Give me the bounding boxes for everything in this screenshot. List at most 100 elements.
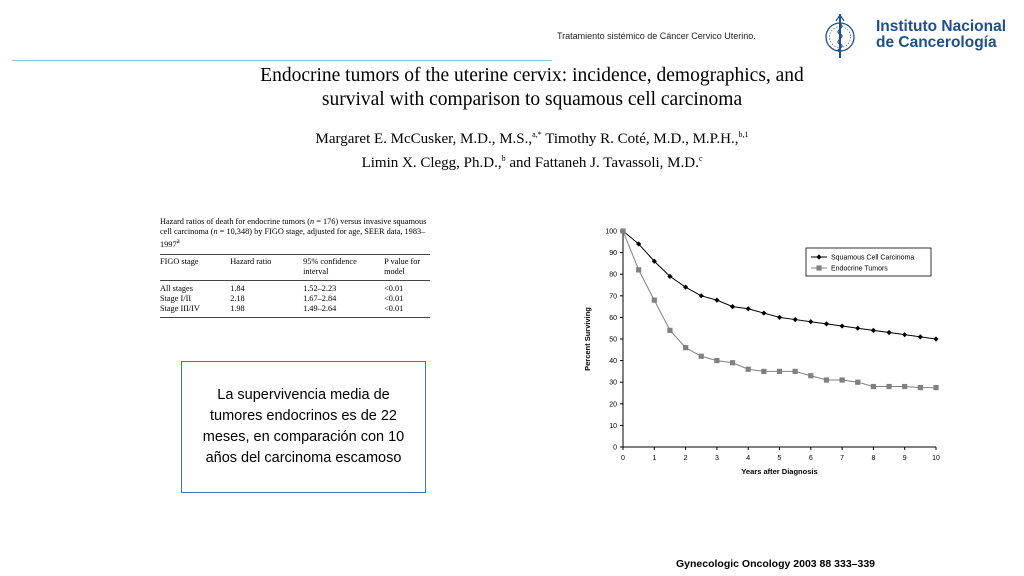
author-affiliation-mark: c: [698, 154, 703, 163]
x-tick-label: 2: [684, 455, 688, 462]
table-cell: <0.01: [384, 293, 404, 303]
y-tick-label: 30: [609, 380, 617, 387]
author-line-1: Margaret E. McCusker, M.D., M.S.,a,* Tim…: [232, 125, 832, 149]
caption-text: Hazard ratios of death for endocrine tum…: [160, 217, 310, 226]
y-tick-label: 10: [609, 423, 617, 430]
table-cell: 2.18: [230, 293, 245, 303]
paper-authors: Margaret E. McCusker, M.D., M.S.,a,* Tim…: [232, 125, 832, 173]
data-point: [683, 345, 689, 351]
data-point: [792, 316, 798, 323]
caption-text: = 176) versus invasive squamous cell car…: [160, 217, 427, 236]
table-cell: Stage III/IV: [160, 303, 231, 318]
data-point: [823, 321, 830, 327]
legend-entry: Squamous Cell Carcinoma: [831, 255, 914, 262]
data-point: [816, 265, 822, 271]
y-tick-label: 90: [609, 250, 617, 257]
survival-note-text: La supervivencia media de tumores endocr…: [202, 387, 405, 466]
data-point: [917, 385, 923, 391]
data-point: [776, 314, 783, 320]
data-point: [839, 323, 845, 329]
table-cell: Stage I/II: [160, 293, 192, 303]
data-point: [792, 368, 798, 374]
x-tick-label: 7: [840, 455, 844, 462]
table-cell: 1.98: [230, 303, 304, 318]
data-point: [808, 319, 814, 325]
data-point: [886, 329, 892, 336]
paper-title-line2: survival with comparison to squamous cel…: [321, 89, 743, 110]
author-cote: Timothy R. Coté, M.D., M.P.H.,: [541, 131, 739, 147]
data-point: [729, 304, 736, 310]
data-point: [816, 254, 822, 260]
x-tick-label: 1: [652, 455, 656, 462]
survival-note-box: La supervivencia media de tumores endocr…: [181, 361, 426, 493]
y-tick-label: 80: [609, 272, 617, 279]
chart-legend: Squamous Cell Carcinoma Endocrine Tumors: [805, 247, 932, 277]
author-mccusker: Margaret E. McCusker, M.D., M.S.,: [315, 131, 533, 147]
y-tick-label: 70: [609, 293, 617, 300]
chart-axes: 0 10 20 30 40 50 60 70 80 90 100 0 1 2 3 4 5 6 7 8 9 10 Years …: [583, 229, 940, 477]
data-point: [714, 358, 720, 364]
table-cell: <0.01: [384, 303, 430, 318]
data-point: [776, 368, 783, 374]
institution-name-line1: Instituto Nacional: [876, 18, 1007, 35]
table-row: Stage I/II 2.18 1.67–2.84 <0.01: [160, 294, 430, 304]
legend-entry: Endocrine Tumors: [831, 266, 888, 273]
x-tick-label: 10: [932, 455, 940, 462]
data-point: [729, 360, 736, 366]
data-point: [933, 336, 939, 342]
data-point: [651, 297, 657, 303]
data-point: [761, 310, 767, 316]
y-tick-label: 100: [605, 229, 617, 236]
author-affiliation-mark: b: [501, 154, 506, 163]
caption-text: = 10,348) by FIGO stage, adjusted for ag…: [160, 227, 426, 249]
caption-n: n: [309, 217, 315, 226]
x-tick-label: 4: [746, 455, 750, 462]
author-affiliation-mark: a,*: [532, 130, 542, 139]
x-tick-label: 9: [903, 455, 907, 462]
y-tick-label: 0: [613, 445, 617, 452]
data-point: [636, 267, 642, 273]
x-tick-label: 8: [871, 455, 875, 462]
table-cell: 1.84: [230, 283, 245, 293]
chart-series: [620, 228, 939, 391]
survival-chart: 0 10 20 30 40 50 60 70 80 90 100 0 1 2 3 4 5 6 7 8 9 10 Years …: [583, 228, 940, 477]
presentation-title: Tratamiento sistémico de Cáncer Cervico …: [557, 31, 756, 41]
y-tick-label: 60: [609, 315, 617, 322]
data-point: [714, 297, 720, 303]
series-line: [622, 230, 937, 340]
institution-logo-icon: [825, 13, 855, 58]
x-tick-label: 0: [621, 455, 625, 462]
data-point: [855, 379, 861, 385]
x-tick-label: 3: [715, 455, 719, 462]
author-clegg: Limin X. Clegg, Ph.D.,: [361, 155, 502, 171]
column-header: Hazard ratio: [230, 253, 304, 281]
data-point: [917, 334, 923, 340]
data-point: [761, 368, 767, 374]
series-group: [620, 228, 939, 391]
header-rule: [12, 60, 552, 61]
x-axis-label: Years after Diagnosis: [741, 467, 817, 476]
table-cell: 1.49–2.64: [303, 303, 385, 318]
caption-n: n: [213, 227, 218, 236]
column-header: FIGO stage: [160, 253, 231, 281]
y-axis-label: Percent Surviving: [583, 307, 592, 371]
data-point: [839, 377, 845, 383]
data-point: [698, 353, 704, 359]
data-point: [933, 385, 939, 391]
data-point: [698, 293, 704, 299]
author-line-2: Limin X. Clegg, Ph.D.,b and Fattaneh J. …: [232, 149, 832, 173]
paper-title-line1: Endocrine tumors of the uterine cervix: …: [260, 65, 804, 86]
data-point: [745, 366, 751, 372]
table-caption: Hazard ratios of death for endocrine tum…: [160, 217, 430, 250]
data-point: [902, 332, 908, 338]
x-tick-label: 5: [778, 455, 782, 462]
data-point: [902, 383, 908, 390]
hazard-ratio-table-block: Hazard ratios of death for endocrine tum…: [160, 217, 430, 318]
data-point: [808, 373, 814, 379]
hazard-ratio-table: FIGO stage Hazard ratio 95% confidence i…: [160, 253, 430, 318]
table-cell: All stages: [160, 283, 193, 293]
caption-footnote-mark: a: [176, 238, 180, 245]
author-tavassoli: and Fattaneh J. Tavassoli, M.D.: [505, 155, 699, 171]
data-point: [620, 228, 626, 234]
data-point: [870, 327, 876, 333]
